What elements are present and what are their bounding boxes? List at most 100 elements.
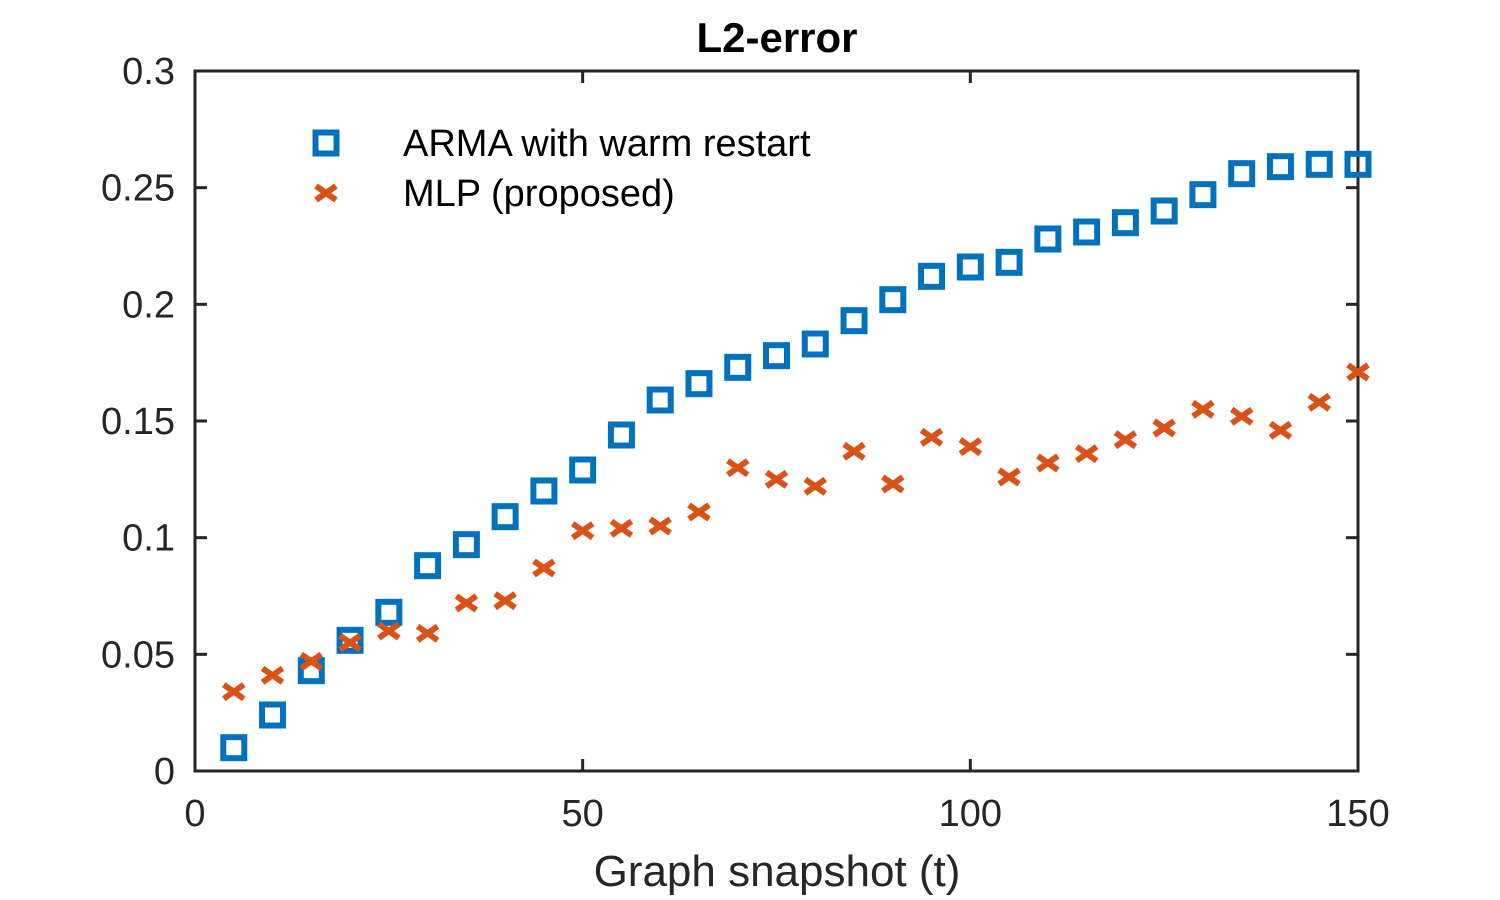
data-point-mlp bbox=[764, 469, 789, 489]
data-point-mlp bbox=[415, 623, 440, 643]
data-point-arma bbox=[414, 552, 442, 580]
data-point-mlp bbox=[1113, 430, 1138, 450]
data-point-mlp bbox=[842, 441, 866, 461]
data-point-mlp bbox=[299, 651, 324, 671]
y-tick-label: 0.05 bbox=[101, 634, 175, 676]
data-point-mlp bbox=[454, 593, 479, 613]
data-point-arma bbox=[491, 503, 519, 531]
x-marker-stroke bbox=[532, 558, 556, 578]
data-point-arma bbox=[1111, 209, 1139, 237]
x-marker-stroke bbox=[314, 183, 338, 203]
y-tick-label: 0.3 bbox=[122, 51, 175, 93]
data-point-arma bbox=[1034, 225, 1062, 253]
legend-marker-mlp bbox=[314, 183, 338, 203]
data-point-mlp bbox=[687, 502, 711, 522]
x-marker-stroke bbox=[1074, 444, 1099, 464]
data-point-arma bbox=[336, 626, 364, 654]
data-point-mlp bbox=[1229, 406, 1254, 426]
x-marker-stroke bbox=[726, 458, 750, 478]
x-marker-stroke bbox=[260, 665, 285, 685]
x-marker-stroke bbox=[299, 651, 324, 671]
data-point-mlp bbox=[1074, 444, 1099, 464]
data-point-arma bbox=[840, 307, 868, 335]
series-arma bbox=[220, 150, 1372, 762]
data-point-mlp bbox=[1307, 392, 1331, 412]
data-point-arma bbox=[763, 342, 790, 370]
data-point-mlp bbox=[570, 521, 595, 541]
data-point-mlp bbox=[919, 427, 944, 447]
legend-label: MLP (proposed) bbox=[403, 173, 675, 215]
x-marker-stroke bbox=[881, 474, 905, 494]
x-marker-stroke bbox=[1191, 399, 1215, 419]
x-marker-stroke bbox=[919, 427, 944, 447]
data-point-arma bbox=[1150, 197, 1178, 225]
data-point-mlp bbox=[958, 437, 983, 457]
data-point-mlp bbox=[260, 665, 285, 685]
data-point-mlp bbox=[609, 518, 634, 538]
y-tick-label: 0.1 bbox=[122, 518, 175, 560]
data-point-arma bbox=[1073, 218, 1101, 246]
data-point-arma bbox=[995, 248, 1023, 276]
x-axis-label: Graph snapshot (t) bbox=[594, 847, 961, 896]
x-marker-stroke bbox=[377, 621, 401, 641]
chart-title: L2-error bbox=[696, 14, 857, 61]
x-marker-stroke bbox=[1152, 418, 1176, 438]
data-point-arma bbox=[685, 370, 713, 398]
x-marker-stroke bbox=[1229, 406, 1254, 426]
data-point-arma bbox=[1266, 153, 1294, 181]
data-point-arma bbox=[375, 598, 403, 626]
x-tick-label: 150 bbox=[1326, 793, 1389, 835]
x-marker-stroke bbox=[222, 682, 246, 702]
x-tick-label: 100 bbox=[939, 793, 1002, 835]
data-point-mlp bbox=[1191, 399, 1215, 419]
x-marker-stroke bbox=[338, 633, 362, 653]
x-tick-label: 50 bbox=[562, 793, 604, 835]
x-marker-stroke bbox=[1307, 392, 1331, 412]
x-marker-stroke bbox=[1036, 453, 1060, 473]
data-point-mlp bbox=[881, 474, 905, 494]
data-point-arma bbox=[259, 701, 287, 729]
data-point-arma bbox=[1189, 181, 1217, 209]
data-point-arma bbox=[1228, 160, 1256, 188]
data-point-mlp bbox=[338, 633, 362, 653]
x-marker-stroke bbox=[687, 502, 711, 522]
x-marker-stroke bbox=[1346, 362, 1370, 382]
legend-marker-arma bbox=[312, 129, 340, 157]
data-point-arma bbox=[918, 262, 946, 290]
data-point-arma bbox=[607, 421, 635, 449]
x-marker-stroke bbox=[803, 476, 827, 496]
data-point-arma bbox=[1344, 150, 1372, 178]
plot-box bbox=[193, 69, 1360, 773]
data-point-mlp bbox=[726, 458, 750, 478]
x-marker-stroke bbox=[493, 591, 517, 611]
x-marker-stroke bbox=[764, 469, 789, 489]
y-tick-label: 0.15 bbox=[101, 401, 175, 443]
x-marker-stroke bbox=[958, 437, 983, 457]
axis-ticks: 0 50 100 150 0 0.05 0.1 0.15 0.2 0.25 0.3 bbox=[101, 51, 1390, 835]
y-tick-label: 0.2 bbox=[122, 284, 175, 326]
plot-area bbox=[193, 69, 1360, 773]
x-marker-stroke bbox=[648, 516, 672, 536]
x-marker-stroke bbox=[1113, 430, 1138, 450]
data-point-mlp bbox=[648, 516, 672, 536]
series-mlp bbox=[222, 362, 1370, 702]
y-tick-label: 0.25 bbox=[101, 168, 175, 210]
data-point-arma bbox=[569, 456, 597, 484]
data-point-mlp bbox=[1268, 420, 1293, 440]
x-tick-label: 0 bbox=[184, 793, 205, 835]
data-point-mlp bbox=[803, 476, 827, 496]
data-point-mlp bbox=[997, 467, 1021, 487]
data-point-mlp bbox=[377, 621, 401, 641]
y-tick-label: 0 bbox=[154, 751, 175, 793]
data-point-arma bbox=[530, 477, 558, 505]
data-point-arma bbox=[956, 253, 984, 281]
x-marker-stroke bbox=[454, 593, 479, 613]
data-point-mlp bbox=[1346, 362, 1370, 382]
x-marker-stroke bbox=[570, 521, 595, 541]
data-point-arma bbox=[646, 386, 674, 414]
x-marker-stroke bbox=[997, 467, 1021, 487]
data-point-arma bbox=[879, 286, 907, 314]
x-marker-stroke bbox=[415, 623, 440, 643]
data-point-mlp bbox=[532, 558, 556, 578]
